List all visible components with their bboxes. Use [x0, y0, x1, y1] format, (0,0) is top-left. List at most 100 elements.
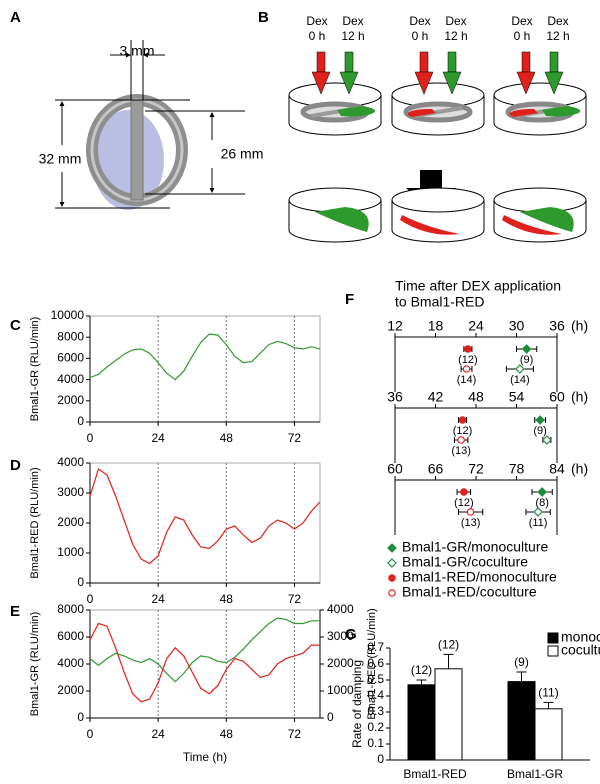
plot-frame: [89, 315, 321, 423]
x-tick-label: 72: [288, 431, 302, 445]
legend-marker: [388, 574, 396, 582]
y-axis-label: Bmal1-GR (RLU/min): [29, 317, 41, 422]
tissue: [400, 215, 460, 235]
y-tick-label: 4000: [57, 656, 84, 670]
dish-rim: [288, 187, 382, 213]
series-line: [89, 622, 320, 703]
inner-label: 26 mm: [221, 146, 264, 162]
point: [521, 344, 532, 354]
y-tick-label: 8000: [57, 602, 84, 616]
y-tick-label: 0.2: [367, 720, 384, 734]
x-tick-label: 72: [288, 727, 302, 741]
x-tick-label: 78: [509, 461, 525, 477]
y-tick-label: 6000: [57, 629, 84, 643]
dex-arrowhead: [544, 71, 564, 95]
dex-arrow: [447, 51, 457, 73]
n-label: (12): [454, 497, 474, 509]
n-label: (13): [451, 445, 471, 457]
tissue: [520, 207, 574, 232]
x-tick-label: 72: [468, 461, 484, 477]
point: [535, 415, 545, 425]
dex-label: Dex: [445, 14, 466, 28]
n-label: (8): [535, 497, 548, 509]
n-label: (12): [458, 354, 478, 366]
dex-label: 0 h: [514, 29, 531, 43]
dex-label: 12 h: [546, 29, 569, 43]
x-tick-label: 24: [151, 431, 165, 445]
point: [464, 345, 472, 353]
outer-label: 32 mm: [39, 151, 82, 167]
dex-label: Dex: [511, 14, 532, 28]
y-tick-label: 0: [77, 710, 84, 724]
tissue: [509, 108, 538, 117]
width-label: 3 mm: [120, 43, 155, 59]
n-label: (13): [461, 517, 481, 529]
series-line: [89, 617, 320, 683]
x-tick-label: 24: [151, 592, 165, 606]
y2-tick-label: 3000: [327, 629, 354, 643]
point: [457, 436, 465, 444]
panel-letter: B: [258, 9, 269, 26]
y-tick-label: 0.1: [367, 736, 384, 750]
x-tick-label: 54: [509, 389, 525, 405]
legend-label: monoculture: [561, 629, 600, 645]
dex-arrow: [344, 51, 354, 73]
panel-letter: E: [10, 603, 20, 620]
point: [533, 507, 543, 517]
panel-letter: A: [10, 9, 21, 26]
dex-arrowhead: [414, 71, 434, 95]
x-tick-label: 0: [87, 431, 94, 445]
tissue: [315, 207, 369, 232]
x-tick-label: 18: [428, 318, 444, 334]
n-label: (11): [538, 686, 558, 700]
x-tick-label: Bmal1-RED: [403, 767, 467, 781]
x-unit: (h): [571, 318, 588, 334]
dex-arrowhead: [311, 71, 331, 95]
panel-letter: G: [345, 626, 357, 643]
legend-label: coculture: [561, 642, 600, 658]
y-tick-label: 1000: [57, 545, 84, 559]
y2-tick-label: 2000: [327, 656, 354, 670]
y-axis-label: Rate of damping: [350, 660, 364, 748]
x-tick-label: Bmal1-GR: [507, 767, 563, 781]
tissue: [502, 215, 562, 235]
legend-label: Bmal1-GR/coculture: [402, 554, 528, 570]
dex-label: 0 h: [412, 29, 429, 43]
x-tick-label: 60: [549, 389, 565, 405]
panel-letter: C: [10, 317, 21, 334]
bar: [507, 681, 536, 761]
n-label: (9): [520, 354, 533, 366]
dex-arrowhead: [442, 71, 462, 95]
y-tick-label: 0.7: [367, 640, 384, 654]
x-tick-label: 0: [87, 592, 94, 606]
y-tick-label: 2000: [57, 683, 84, 697]
x-tick-label: 48: [220, 727, 234, 741]
legend-swatch: [547, 632, 559, 644]
y-tick-label: 3000: [57, 485, 84, 499]
y-tick-label: 0.6: [367, 656, 384, 670]
x-tick-label: 72: [288, 592, 302, 606]
y-tick-label: 6000: [57, 351, 84, 365]
legend-marker: [388, 589, 396, 597]
n-label: (12): [453, 425, 473, 437]
panel-letter: F: [345, 291, 354, 308]
y2-axis-label: Bmal1-RED (RLU/min): [366, 608, 378, 719]
chart-title: Time after DEX application: [395, 278, 561, 294]
diagram-a: A 3 mm 32 mm 26 mm: [10, 9, 263, 210]
dex-label: Dex: [306, 14, 327, 28]
x-unit: (h): [571, 461, 588, 477]
legend-label: Bmal1-GR/monoculture: [402, 539, 548, 555]
tissue: [542, 106, 581, 117]
y-tick-label: 2000: [57, 515, 84, 529]
x-tick-label: 30: [509, 318, 525, 334]
n-label: (12): [411, 663, 432, 677]
n-label: (14): [510, 374, 530, 386]
x-tick-label: 84: [549, 461, 565, 477]
x-tick-label: 48: [220, 431, 234, 445]
tissue: [407, 108, 436, 117]
y2-tick-label: 0: [327, 710, 334, 724]
legend-label: Bmal1-RED/coculture: [402, 584, 537, 600]
